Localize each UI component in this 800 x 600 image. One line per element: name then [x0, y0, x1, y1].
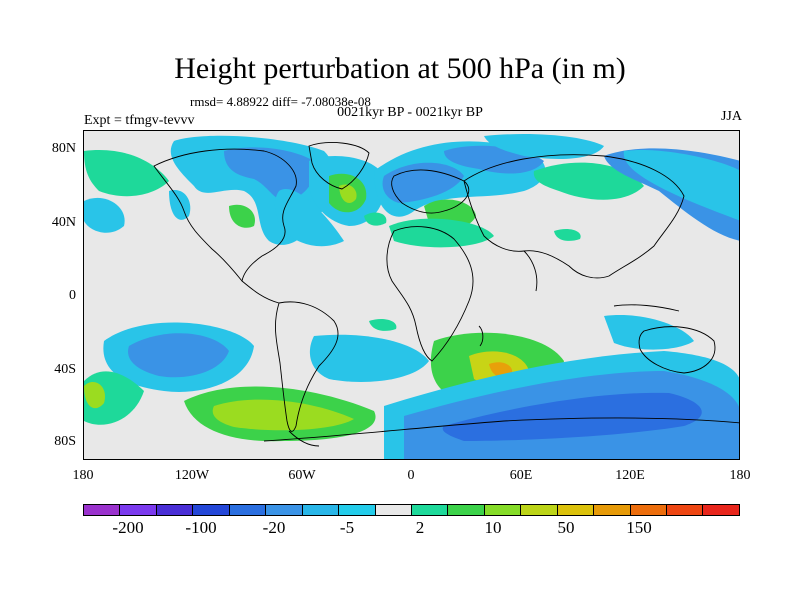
contour-pacific-light [623, 150, 739, 221]
colorbar-cell [229, 505, 267, 515]
contour-fills [84, 134, 739, 459]
cb-label-10: 10 [484, 518, 502, 537]
coast-madagascar [478, 325, 484, 347]
coast-central-america [241, 280, 280, 304]
contour-sthn-deep [442, 392, 702, 441]
contour-greenland-yellow [339, 184, 357, 203]
contour-spac-yellowgreen [212, 399, 354, 431]
cb-label-2: 2 [415, 518, 425, 537]
coast-india [523, 250, 538, 292]
contour-spac-blue [128, 333, 229, 378]
coast-indonesia [613, 304, 680, 312]
xlab-60e: 60E [509, 468, 533, 483]
ylab-80n: 80N [51, 141, 76, 156]
coast-north-america [153, 148, 297, 283]
contour-tropic-green-a [369, 318, 397, 331]
period-label: 0021kyr BP - 0021kyr BP [337, 105, 483, 120]
coast-south-america [274, 301, 339, 432]
season-label: JJA [720, 109, 742, 124]
colorbar-cell [594, 505, 631, 515]
xlab-120e: 120E [615, 468, 645, 483]
colorbar-cell [302, 505, 340, 515]
colorbar-cell [630, 505, 667, 515]
coast-antarctica [263, 417, 739, 442]
contour-austral-light [604, 315, 694, 350]
contour-asia-green [533, 162, 644, 200]
map-panel [83, 130, 740, 460]
coast-greenland [308, 142, 370, 190]
colorbar-cell [84, 505, 121, 515]
colorbar-cell [156, 505, 194, 515]
contour-ne-light [389, 218, 494, 248]
colorbar-cell [557, 505, 595, 515]
contour-nepac-light [169, 190, 191, 220]
colorbar-cell [521, 505, 558, 515]
rmsd-diff-stats: rmsd= 4.88922 diff= -7.08038e-08 [190, 94, 371, 109]
xlab-0: 0 [407, 468, 415, 483]
ylab-80s: 80S [54, 434, 76, 449]
cb-label-neg200: -200 [112, 518, 144, 537]
coast-antarctic-peninsula [288, 430, 320, 447]
coastlines [153, 142, 739, 447]
colorbar [83, 504, 740, 516]
colorbar-cell [484, 505, 522, 515]
colorbar-cell [375, 505, 412, 515]
colorbar-cell [411, 505, 449, 515]
contour-npac-green [84, 150, 169, 197]
experiment-label: Expt = tfmgv-tevvv [84, 113, 195, 128]
ylab-40n: 40N [51, 215, 76, 230]
contour-tropic-green-c [554, 228, 581, 241]
contour-npac-light [84, 197, 125, 233]
cb-label-neg5: -5 [339, 518, 355, 537]
cb-label-neg100: -100 [185, 518, 217, 537]
colorbar-cell [703, 505, 739, 515]
contour-sa-yellow [84, 382, 105, 409]
xlab-180w: 180 [72, 468, 94, 483]
contour-natl-light [274, 189, 344, 247]
colorbar-cell [667, 505, 704, 515]
xlab-180e: 180 [729, 468, 751, 483]
ylab-40s: 40S [54, 362, 76, 377]
coast-europe [391, 169, 470, 214]
colorbar-cell [266, 505, 303, 515]
cb-label-150: 150 [626, 518, 652, 537]
colorbar-cell [339, 505, 376, 515]
xlab-60w: 60W [288, 468, 316, 483]
contour-satl-light [309, 334, 429, 382]
contour-na-green [229, 204, 255, 228]
ylab-0: 0 [69, 288, 76, 303]
colorbar-cell [193, 505, 230, 515]
colorbar-cell [120, 505, 157, 515]
cb-label-neg20: -20 [262, 518, 286, 537]
map-svg [84, 134, 739, 459]
xlab-120w: 120W [174, 468, 210, 483]
contour-na-blue [224, 147, 315, 202]
map-title: Height perturbation at 500 hPa (in m) [174, 52, 626, 85]
coast-australia [638, 326, 716, 374]
coast-africa [386, 226, 474, 362]
cb-label-50: 50 [557, 518, 575, 537]
colorbar-cell [448, 505, 485, 515]
contour-arctic-asia [484, 134, 604, 159]
contour-tropic-green-b [364, 212, 387, 226]
coast-asia [463, 154, 685, 279]
